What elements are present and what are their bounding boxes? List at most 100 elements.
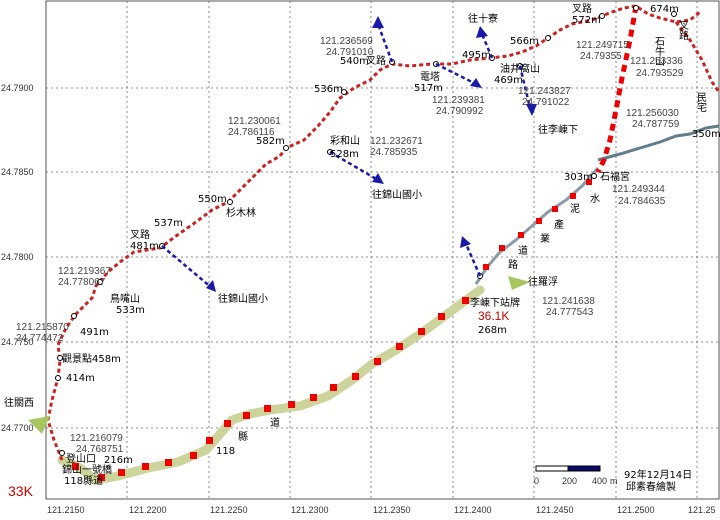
grid (46, 1, 719, 499)
arrow-heads (206, 16, 537, 292)
lon-tick: 121.2450 (536, 505, 574, 515)
label-junction: 叉路 (130, 228, 150, 241)
direction-jinshan-school: 往錦山國小 (218, 292, 268, 305)
industrial-road (474, 167, 600, 285)
direction-arrows (161, 23, 532, 289)
road-char: 路 (508, 258, 518, 271)
label-peak-caihe: 彩和山 (330, 135, 360, 147)
label-elevation: 674m (650, 4, 679, 15)
coord-lat: 24.784635 (618, 196, 666, 207)
road-char: 業 (540, 232, 550, 245)
coord-lat: 24.79355 (580, 51, 622, 62)
label-elevation: 572m (572, 15, 601, 26)
label-trailhead: 登山口 (66, 452, 96, 465)
coord-lon: 121.232671 (370, 136, 423, 147)
coord-lat: 24.791010 (326, 47, 374, 58)
lon-tick: 121.2300 (291, 505, 329, 515)
direction-luofu: 往羅浮 (528, 275, 558, 288)
county-road-118 (57, 285, 485, 485)
coord-lon: 121.216079 (70, 433, 123, 444)
coord-lon: 121.215870 (16, 322, 69, 333)
lon-tick: 121.2250 (210, 505, 248, 515)
label-peak-niaozui: 鳥嘴山 (110, 292, 140, 305)
coord-lon: 121.236569 (320, 36, 373, 47)
coordinate-labels: 121.216079 24.768751 121.215870 24.77447… (16, 36, 684, 455)
coord-lon: 121.243827 (518, 86, 571, 97)
label-elevation: 566m (510, 36, 539, 47)
road-char: 縣 (238, 431, 248, 443)
coord-lon: 121.241638 (542, 296, 595, 307)
credit-author: 邱素春繪製 (626, 480, 676, 493)
label-temple: 石福宮 (600, 170, 630, 183)
label-elevation: 303m (564, 172, 593, 183)
lon-tick: 121.2350 (373, 505, 411, 515)
label-elevation: 537m (154, 218, 183, 229)
lon-tick: 121.2500 (617, 505, 655, 515)
coord-lon: 121.256030 (626, 108, 679, 119)
coord-lon: 121.239381 (432, 95, 485, 106)
direction-lidongxia: 往李崠下 (538, 123, 578, 136)
scale-unit: m (610, 476, 618, 486)
road-char: 產 (554, 218, 564, 231)
label-junction: 叉路 (572, 2, 592, 15)
label-peak-youjingwo: 油井窩山 (500, 62, 540, 75)
label-tower: 電塔 (420, 70, 440, 83)
trail-descent (595, 5, 639, 174)
lat-tick: 24.7750 (1, 337, 34, 347)
lon-tick: 121.2150 (47, 505, 85, 515)
label-cedar-forest: 杉木林 (226, 206, 256, 219)
map-frame (45, 0, 720, 500)
coord-lat: 24.778067 (58, 277, 106, 288)
label-elevation: 582m (256, 136, 285, 147)
label-elevation: 495m (462, 50, 491, 61)
coord-lat: 24.777543 (546, 307, 594, 318)
coord-lon: 121.230061 (228, 116, 281, 127)
road-char: 道 (270, 416, 280, 429)
road-label-118: 118 (216, 446, 235, 457)
label-elevation: 540m (340, 56, 369, 67)
distance-end: 36.1K (478, 309, 509, 323)
coord-lon: 121.253336 (630, 56, 683, 67)
hiking-trail (46, 4, 701, 461)
coord-lat: 24.785935 (370, 147, 418, 158)
label-county-road: 118縣道 (64, 474, 103, 487)
label-bus-stop: 李崠下站牌 (470, 296, 520, 309)
road-name-characters: 縣 道 產 業 泥 水 道 路 (238, 193, 600, 443)
scale-tick: 200 (562, 476, 577, 486)
label-elevation: 550m (198, 194, 227, 205)
paved-road-east (597, 124, 720, 162)
trail-spur (674, 21, 720, 93)
label-elevation: 268m (478, 325, 507, 336)
scale-bar: 0 200 400 m (534, 465, 618, 486)
credit-date: 92年12月14日 (624, 468, 692, 481)
coord-lon: 121.249715 (576, 40, 629, 51)
latitude-ticks: 24.7900 24.7850 24.7800 24.7750 24.7700 (1, 83, 34, 433)
road-char: 泥 (570, 202, 580, 215)
label-elevation: 481m (130, 241, 159, 252)
arrow-head-west (28, 416, 50, 434)
lat-tick: 24.7800 (1, 252, 34, 262)
label-junction: 叉路 (366, 54, 386, 67)
label-peak-shiniu: 石牛山 (653, 36, 665, 66)
label-elevation: 216m (104, 455, 133, 466)
arrow-head-east (508, 276, 530, 290)
lon-tick: 121.25 (688, 505, 716, 515)
label-viewpoint: 觀景點458m (62, 352, 121, 365)
coord-lon: 121.219367 (58, 266, 111, 277)
label-elevation: 469m (494, 75, 523, 86)
lon-tick: 121.2200 (129, 505, 167, 515)
industrial-road-markers (483, 179, 592, 270)
road-char: 道 (518, 244, 528, 257)
label-bridge: 錦山一號橋 (62, 463, 112, 476)
direction-jinshan-school: 往錦山國小 (372, 188, 422, 201)
label-elevation: 536m (314, 84, 343, 95)
direction-shiliao: 往十寮 (468, 12, 498, 25)
direction-guanxi: 往關西 (4, 396, 34, 409)
scale-tick: 0 (534, 476, 539, 486)
coord-lon: 121.249344 (612, 184, 665, 195)
label-elevation: 414m (66, 373, 95, 384)
coord-lat: 24.774472 (16, 333, 64, 344)
label-house: 民宅 (695, 92, 707, 112)
longitude-ticks: 121.2150 121.2200 121.2250 121.2300 121.… (47, 505, 716, 515)
